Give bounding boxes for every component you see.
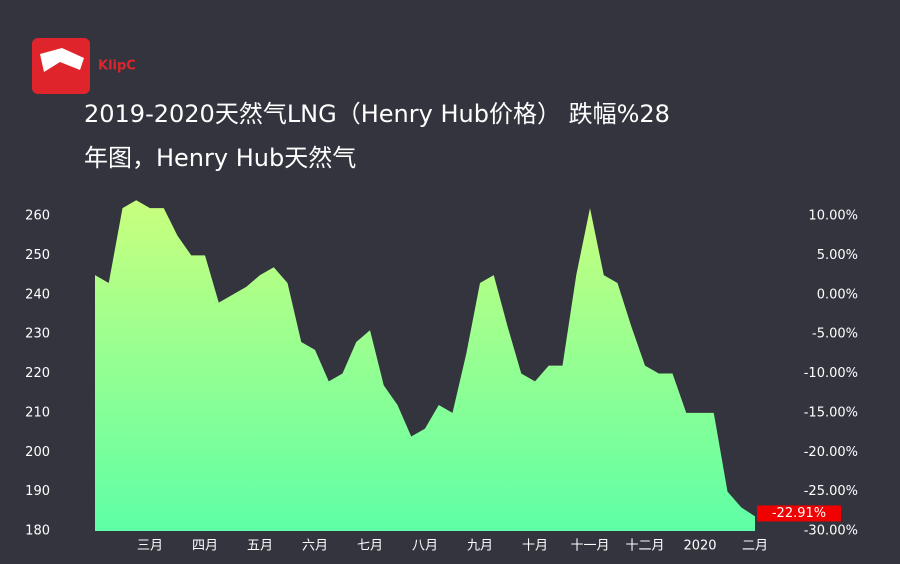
x-tick-label: 六月	[302, 539, 328, 554]
y2-tick-label: -25.00%	[804, 484, 858, 499]
x-tick-label: 五月	[247, 539, 273, 554]
x-tick-label: 七月	[357, 539, 383, 554]
y-tick-label: 220	[25, 366, 50, 381]
last-value-label: -22.91%	[772, 506, 826, 521]
y2-tick-label: -5.00%	[812, 327, 858, 342]
x-tick-label: 2020	[683, 539, 716, 554]
y-tick-label: 180	[25, 524, 50, 539]
x-tick-label: 十月	[522, 539, 548, 554]
y2-tick-label: 5.00%	[817, 248, 858, 263]
x-tick-label: 三月	[137, 539, 163, 554]
y-tick-label: 250	[25, 248, 50, 263]
logo-icon	[32, 38, 90, 94]
y2-tick-label: -15.00%	[804, 405, 858, 420]
y-tick-label: 200	[25, 445, 50, 460]
x-tick-label: 十二月	[625, 539, 664, 554]
x-tick-label: 二月	[742, 539, 768, 554]
y2-tick-label: -30.00%	[804, 524, 858, 539]
area	[95, 200, 755, 531]
chart-title: 2019-2020天然气LNG（Henry Hub价格） 跌幅%28	[84, 100, 670, 128]
x-tick-label: 四月	[192, 539, 218, 554]
logo-text: KlipC	[98, 59, 136, 74]
y-tick-label: 260	[25, 209, 50, 224]
y2-tick-label: 0.00%	[817, 287, 858, 302]
y2-tick-label: 10.00%	[808, 209, 858, 224]
y2-tick-label: -20.00%	[804, 445, 858, 460]
chart-title: 年图，Henry Hub天然气	[84, 144, 356, 172]
y-tick-label: 190	[25, 484, 50, 499]
x-tick-label: 八月	[412, 539, 438, 554]
y2-tick-label: -10.00%	[804, 366, 858, 381]
y-tick-label: 210	[25, 405, 50, 420]
y-tick-label: 240	[25, 287, 50, 302]
x-tick-label: 九月	[467, 539, 493, 554]
last-value-box	[757, 505, 841, 522]
x-tick-label: 十一月	[570, 539, 609, 554]
y-tick-label: 230	[25, 327, 50, 342]
